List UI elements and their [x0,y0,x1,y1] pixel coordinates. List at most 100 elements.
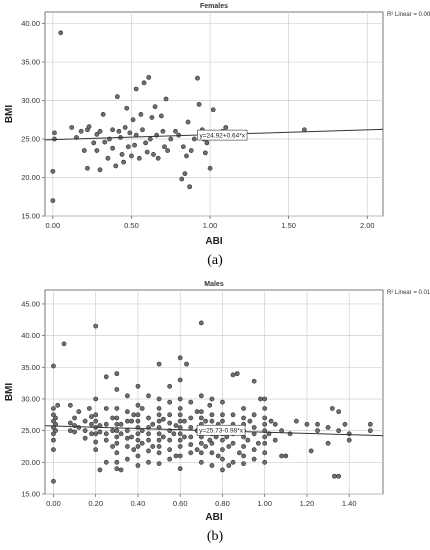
data-point [207,165,213,171]
data-point [51,363,56,369]
data-point [114,450,120,456]
data-point [195,75,200,81]
data-point [336,473,342,479]
data-point [177,431,183,437]
x-tick-label: 0.60 [173,499,188,508]
data-point [132,142,138,148]
data-point [97,167,103,173]
data-point [138,111,144,117]
data-point [61,341,67,347]
data-point [146,437,151,443]
data-point [130,117,136,123]
data-point [139,440,145,446]
data-point [140,127,145,133]
data-point [89,431,94,437]
y-tick-label: 20.00 [21,458,40,467]
data-point [156,450,162,456]
data-point [52,130,57,136]
data-point [177,355,183,361]
data-point [226,463,232,468]
data-point [177,453,183,459]
data-point [163,96,169,102]
data-point [76,425,82,430]
data-point [251,378,257,384]
data-point [146,393,151,399]
data-point [156,461,162,466]
data-point [184,361,189,367]
data-point [86,406,92,411]
data-point [156,437,162,443]
data-point [152,104,158,110]
x-tick-label: 2.00 [360,221,375,230]
data-point [336,409,342,415]
x-tick-label: 0.00 [46,499,61,508]
data-point [144,149,150,155]
data-point [162,144,167,150]
data-point [188,415,194,421]
data-point [135,463,141,468]
data-point [114,415,120,421]
chart-title: Females [200,3,228,10]
data-point [223,125,229,130]
data-point [188,450,194,456]
data-point [198,393,204,399]
x-tick-label: 1.20 [300,499,315,508]
data-point [114,421,120,427]
data-point [220,437,225,443]
data-point [118,467,124,473]
x-tick-label: 0.40 [131,499,146,508]
data-point [114,371,120,377]
data-point [155,155,161,161]
data-point [196,101,202,107]
data-point [93,439,99,445]
data-point [184,153,189,159]
data-point [151,152,156,157]
data-point [118,421,124,427]
caption-a: (a) [207,253,223,268]
data-point [177,425,183,430]
data-point [325,425,331,430]
data-point [177,466,183,472]
x-tick-label: 0.80 [215,499,230,508]
data-point [110,415,115,421]
data-point [262,415,268,421]
data-point [220,447,225,453]
data-point [325,440,331,446]
data-point [122,125,128,130]
data-point [251,425,257,430]
data-point [110,145,115,151]
data-point [150,421,156,427]
data-point [279,453,284,459]
data-point [93,412,99,418]
x-tick-label: 1.00 [203,221,218,230]
data-point [177,444,183,449]
data-point [135,453,141,459]
data-point [93,431,99,437]
data-point [198,440,204,446]
data-point [251,447,257,453]
data-point [367,428,373,434]
y-tick-label: 15.00 [21,212,40,221]
data-point [209,412,215,418]
data-point [119,152,125,157]
data-point [146,75,152,80]
data-point [94,131,100,137]
y-tick-label: 45.00 [21,299,40,308]
data-point [72,415,77,421]
data-point [177,377,183,383]
data-point [116,128,122,134]
data-point [332,473,337,479]
data-point [55,402,61,408]
data-point [143,140,149,146]
data-point [93,447,99,453]
fit-equation-label: y=25.73-0.98*x [199,428,244,435]
data-point [262,428,268,434]
data-point [114,387,120,392]
data-point [97,467,103,473]
data-point [97,128,103,134]
y-tick-label: 40.00 [21,331,40,340]
data-point [67,402,73,408]
data-point [241,453,246,459]
data-point [188,425,194,430]
data-point [141,80,147,86]
